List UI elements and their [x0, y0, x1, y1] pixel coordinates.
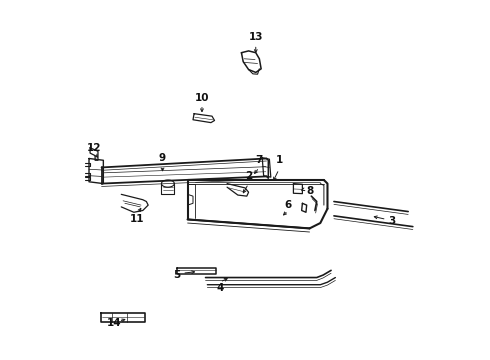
Text: 4: 4: [216, 283, 223, 293]
Text: 3: 3: [389, 216, 395, 226]
Text: 11: 11: [130, 215, 145, 224]
Text: 12: 12: [87, 143, 101, 153]
Text: 8: 8: [306, 186, 313, 196]
Text: 10: 10: [195, 93, 209, 103]
Text: 7: 7: [256, 155, 263, 165]
Text: 1: 1: [275, 155, 283, 165]
Text: 5: 5: [173, 270, 180, 280]
Text: 13: 13: [248, 32, 263, 41]
Text: 2: 2: [245, 171, 252, 181]
Text: 9: 9: [159, 153, 166, 163]
Text: 6: 6: [284, 200, 292, 210]
Text: 14: 14: [107, 319, 122, 328]
